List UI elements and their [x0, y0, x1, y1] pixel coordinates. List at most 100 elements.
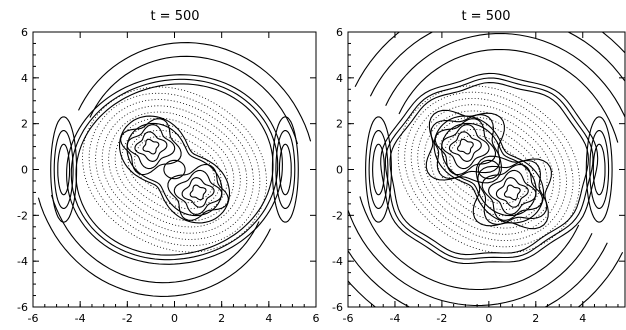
dotted-contour	[88, 92, 261, 247]
vortex-contour	[495, 177, 529, 208]
right-contour-plot	[348, 32, 625, 307]
vortex-contour	[472, 155, 552, 230]
center-contour	[163, 159, 186, 180]
vortex-contour	[173, 169, 223, 215]
right-y-tick-labels: -6 -4 -2 0 2 4 6	[332, 26, 343, 314]
vortex-contour	[456, 138, 474, 155]
y-tick-label: 4	[21, 72, 28, 85]
left-tick-marks	[32, 31, 317, 308]
side-lobe-contour	[368, 130, 389, 209]
vortex-contour	[167, 163, 229, 221]
x-tick-label: -2	[122, 312, 133, 325]
dotted-contour	[442, 128, 535, 211]
side-lobe-contour	[53, 130, 74, 209]
vortex-contour	[481, 163, 543, 221]
dotted-contour	[417, 104, 561, 235]
y-tick-label: 0	[21, 164, 28, 177]
spiral-arm-contour	[348, 242, 608, 307]
dotted-contour	[121, 123, 228, 216]
spiral-arm-contour	[37, 197, 271, 297]
y-tick-label: -4	[17, 255, 28, 268]
right-panel: t = 500 -6 -4 -2 0 2 4 -6 -4 -2 0 2 4 6	[332, 9, 626, 325]
x-tick-label: 4	[579, 312, 586, 325]
x-tick-label: -2	[436, 312, 447, 325]
left-panel-title: t = 500	[150, 9, 199, 24]
vortex-contour	[120, 118, 182, 176]
y-tick-label: 2	[336, 118, 343, 131]
spiral-arm-contour	[398, 48, 619, 143]
y-tick-label: 0	[336, 164, 343, 177]
dotted-contour	[449, 134, 529, 205]
dotted-contour	[436, 122, 542, 217]
disk-ring-contour	[70, 78, 279, 261]
spiral-arm-contour	[78, 42, 312, 142]
spiral-arm-contour	[348, 208, 593, 307]
spiral-arm-contour	[369, 32, 625, 97]
vortex-contour	[477, 159, 548, 225]
left-plot-frame	[32, 31, 317, 308]
vortex-contour	[425, 109, 505, 184]
dotted-contour	[404, 91, 574, 248]
dotted-contour	[82, 86, 267, 253]
side-lobe-contour	[365, 116, 392, 223]
left-y-tick-labels: -6 -4 -2 0 2 4 6	[17, 26, 28, 314]
disk-ring-contour	[66, 74, 283, 265]
spiral-arm-contour	[359, 196, 580, 291]
dotted-contour	[397, 85, 580, 254]
x-tick-label: -6	[343, 312, 354, 325]
x-tick-label: 2	[218, 312, 225, 325]
disk-ring-contour	[380, 72, 599, 265]
x-tick-label: 6	[313, 312, 320, 325]
vortex-contour	[134, 131, 168, 162]
band-contour	[118, 115, 231, 224]
vortex-contour	[503, 184, 521, 201]
y-tick-label: 6	[336, 26, 343, 39]
x-tick-label: -6	[28, 312, 39, 325]
y-tick-label: -2	[332, 209, 343, 222]
left-panel: t = 500 -6 -4 -2 0 2 4 6 -6 -4 -2 0 2 4 6	[17, 9, 319, 325]
right-x-tick-labels: -6 -4 -2 0 2 4	[343, 312, 587, 325]
right-tick-marks	[347, 31, 625, 308]
side-lobe-contour	[278, 143, 292, 196]
right-panel-title: t = 500	[461, 9, 510, 24]
vortex-contour	[189, 184, 207, 201]
y-tick-label: -4	[332, 255, 343, 268]
disk-ring-contour	[384, 77, 594, 260]
band-contour	[441, 122, 537, 217]
x-tick-label: 2	[532, 312, 539, 325]
side-lobe-contour	[372, 143, 385, 196]
disk-ring-contour	[75, 83, 274, 256]
side-lobe-contour	[57, 143, 71, 196]
vortex-contour	[488, 169, 537, 215]
x-tick-label: 4	[265, 312, 272, 325]
y-tick-label: 2	[21, 118, 28, 131]
side-lobe-contour	[592, 143, 606, 196]
vortex-contour	[430, 114, 501, 180]
band-contour	[433, 115, 545, 224]
spiral-arm-contour	[354, 32, 625, 88]
spiral-arm-contour	[385, 32, 625, 119]
left-x-tick-labels: -6 -4 -2 0 2 4 6	[28, 312, 320, 325]
y-tick-label: -2	[17, 209, 28, 222]
vortex-contour	[181, 177, 215, 208]
vortex-contour	[448, 131, 482, 162]
center-contour	[477, 159, 500, 180]
x-tick-label: -4	[389, 312, 400, 325]
x-tick-label: 0	[171, 312, 178, 325]
side-lobe-contour	[275, 130, 296, 209]
side-lobe-contour	[585, 116, 613, 223]
spiral-arm-contour	[89, 55, 299, 145]
side-lobe-contour	[589, 130, 610, 209]
x-tick-label: -4	[75, 312, 86, 325]
dotted-contour	[108, 111, 241, 228]
x-tick-label: 0	[485, 312, 492, 325]
y-tick-label: 6	[21, 26, 28, 39]
spiral-arm-contour	[348, 251, 624, 307]
y-tick-label: -6	[332, 301, 343, 314]
side-lobe-contour	[50, 116, 78, 223]
spiral-arm-contour	[50, 194, 260, 284]
vortex-contour	[434, 118, 497, 176]
disk-ring-contour	[389, 82, 589, 256]
dotted-contour	[95, 99, 254, 240]
